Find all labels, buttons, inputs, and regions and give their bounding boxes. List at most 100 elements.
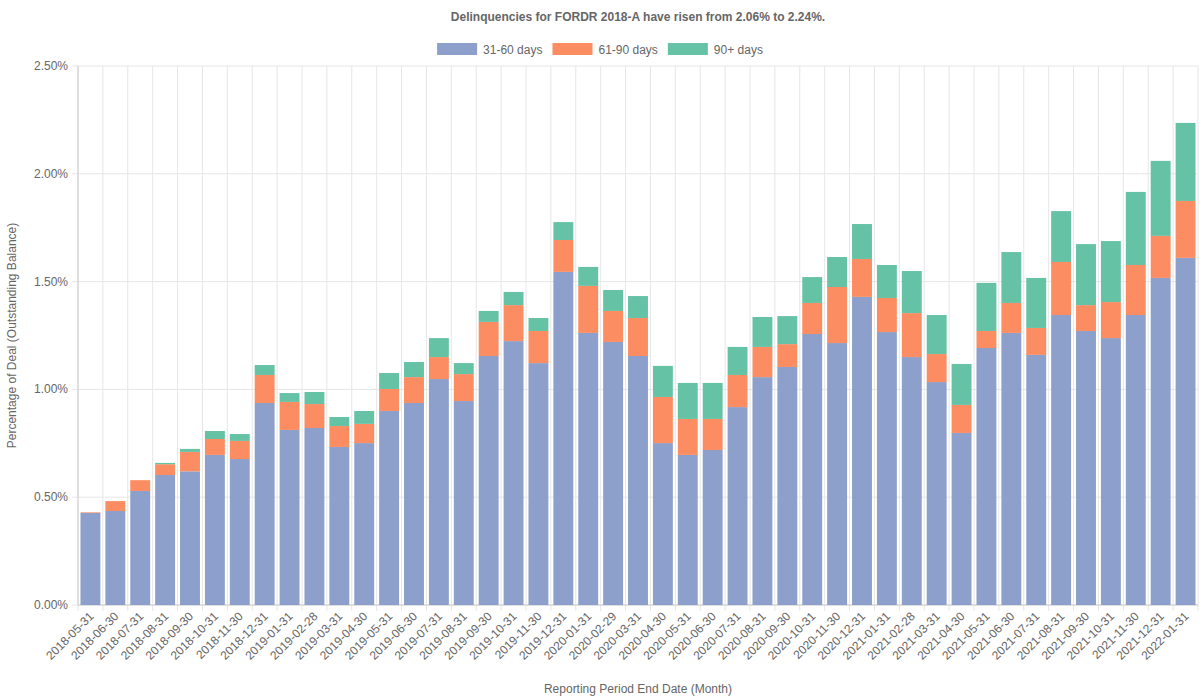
bar-segment — [603, 342, 623, 605]
bar-segment — [952, 405, 972, 433]
x-grid-line — [152, 66, 153, 611]
bar-segment — [429, 379, 449, 605]
bar-segment — [180, 452, 200, 471]
bar-segment — [1126, 192, 1146, 265]
bar-segment — [255, 365, 275, 375]
bar-segment — [1176, 123, 1196, 201]
bar-segment — [877, 332, 897, 605]
x-grid-line — [1073, 66, 1074, 611]
bar-segment — [728, 347, 748, 375]
legend-label: 61-90 days — [598, 43, 657, 57]
bar-segment — [703, 419, 723, 450]
bar-segment — [852, 297, 872, 605]
y-axis-title: Percentage of Deal (Outstanding Balance) — [5, 223, 19, 448]
x-tick-label: 2022-01-31 — [1138, 609, 1192, 663]
bar-segment — [379, 389, 399, 411]
bar-segment — [1101, 241, 1121, 302]
bar-segment — [205, 455, 225, 605]
x-grid-line — [824, 66, 825, 611]
bar-segment — [952, 364, 972, 405]
x-grid-line — [924, 66, 925, 611]
bar-segment — [1026, 278, 1046, 328]
x-grid-line — [102, 66, 103, 611]
bar-segment — [230, 459, 250, 605]
bar-segment — [802, 277, 822, 303]
bar-segment — [1001, 333, 1021, 605]
legend-label: 90+ days — [714, 43, 763, 57]
chart-svg: 0.00%0.50%1.00%1.50%2.00%2.50%2018-05-31… — [0, 0, 1200, 700]
bar-segment — [578, 267, 598, 286]
x-grid-line — [1048, 66, 1049, 611]
x-grid-line — [575, 66, 576, 611]
bar-segment — [1101, 338, 1121, 605]
y-grid-line — [72, 173, 1198, 174]
bar-segment — [1026, 328, 1046, 355]
bar-segment — [976, 348, 996, 605]
bar-segment — [404, 377, 424, 403]
bar-segment — [255, 403, 275, 605]
bar-segment — [827, 287, 847, 343]
series-group — [155, 123, 1195, 464]
bar-segment — [952, 433, 972, 605]
series-group — [80, 201, 1195, 513]
chart-root: 0.00%0.50%1.00%1.50%2.00%2.50%2018-05-31… — [0, 0, 1200, 700]
bar-segment — [752, 317, 772, 347]
bar-segment — [603, 290, 623, 311]
bar-segment — [354, 443, 374, 605]
bar-segment — [1151, 278, 1171, 605]
bar-segment — [678, 383, 698, 419]
bar-segment — [230, 434, 250, 441]
bar-segment — [752, 377, 772, 605]
title: Delinquencies for FORDR 2018-A have rise… — [451, 10, 825, 24]
x-grid-line — [1023, 66, 1024, 611]
bar-segment — [553, 240, 573, 272]
bar-segment — [927, 315, 947, 354]
bar-segment — [504, 341, 524, 605]
bar-segment — [902, 357, 922, 605]
y-axis-line — [78, 66, 79, 605]
bar-segment — [379, 373, 399, 389]
legend: 31-60 days61-90 days90+ days — [437, 43, 763, 57]
bar-segment — [1126, 315, 1146, 605]
bar-segment — [304, 392, 324, 404]
x-grid-line — [974, 66, 975, 611]
bar-segment — [703, 383, 723, 419]
bar-segment — [1051, 211, 1071, 262]
x-grid-line — [202, 66, 203, 611]
bar-segment — [728, 407, 748, 605]
bar-segment — [902, 271, 922, 313]
bar-segment — [280, 402, 300, 430]
bar-segment — [504, 292, 524, 305]
bar-segment — [653, 366, 673, 397]
bar-segment — [653, 397, 673, 443]
bar-segment — [429, 338, 449, 357]
bar-segment — [1151, 161, 1171, 236]
bar-segment — [553, 222, 573, 240]
bar-segment — [877, 298, 897, 332]
x-grid-line — [526, 66, 527, 611]
x-grid-line — [501, 66, 502, 611]
bar-segment — [827, 257, 847, 287]
bar-segment — [105, 501, 125, 502]
x-grid-line — [227, 66, 228, 611]
bar-segment — [130, 480, 150, 491]
bar-segment — [230, 441, 250, 459]
x-grid-line — [600, 66, 601, 611]
x-grid-line — [550, 66, 551, 611]
bar-segment — [304, 404, 324, 428]
bar-segment — [280, 430, 300, 605]
legend-swatch — [668, 43, 708, 55]
bar-segment — [728, 375, 748, 407]
x-grid-line — [949, 66, 950, 611]
x-grid-line — [650, 66, 651, 611]
bar-segment — [927, 354, 947, 382]
x-grid-line — [252, 66, 253, 611]
bar-segment — [678, 419, 698, 455]
bar-segment — [1076, 244, 1096, 305]
bar-segment — [653, 443, 673, 605]
bar-segment — [155, 464, 175, 475]
x-grid-line — [675, 66, 676, 611]
bar-segment — [578, 286, 598, 333]
bar-segment — [752, 347, 772, 377]
bar-segment — [1076, 331, 1096, 605]
